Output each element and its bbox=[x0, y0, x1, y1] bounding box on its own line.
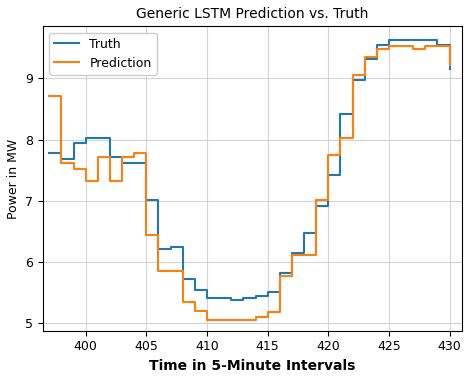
Truth bbox=[192, 287, 198, 292]
Truth bbox=[168, 245, 173, 249]
Truth bbox=[337, 112, 343, 116]
Truth bbox=[107, 155, 113, 159]
Prediction bbox=[228, 318, 234, 323]
Truth bbox=[132, 161, 137, 165]
Prediction bbox=[337, 136, 343, 141]
Prediction bbox=[289, 253, 295, 257]
Truth bbox=[326, 173, 331, 177]
Truth bbox=[156, 246, 161, 251]
Prediction bbox=[398, 44, 404, 49]
Legend: Truth, Prediction: Truth, Prediction bbox=[49, 33, 157, 75]
Truth bbox=[143, 197, 149, 202]
Prediction bbox=[168, 269, 173, 274]
Prediction bbox=[386, 44, 392, 49]
Truth bbox=[423, 38, 428, 43]
Prediction bbox=[107, 179, 113, 184]
Prediction bbox=[326, 153, 331, 157]
Truth bbox=[289, 251, 295, 255]
Truth bbox=[435, 43, 440, 47]
Truth bbox=[350, 77, 355, 82]
Prediction bbox=[70, 167, 76, 171]
Truth bbox=[83, 136, 88, 141]
Truth bbox=[59, 157, 64, 162]
Truth bbox=[447, 67, 453, 71]
Prediction bbox=[216, 318, 222, 323]
Truth bbox=[119, 161, 125, 165]
Prediction bbox=[47, 93, 52, 98]
Prediction bbox=[410, 47, 416, 51]
Prediction bbox=[180, 300, 186, 304]
Truth bbox=[95, 136, 101, 141]
Prediction bbox=[95, 155, 101, 159]
Prediction bbox=[241, 318, 246, 323]
Truth bbox=[70, 140, 76, 145]
Prediction bbox=[447, 63, 453, 67]
Truth bbox=[410, 38, 416, 43]
Prediction bbox=[374, 47, 380, 51]
Truth bbox=[228, 298, 234, 302]
Y-axis label: Power in MW: Power in MW bbox=[7, 138, 20, 218]
Prediction bbox=[265, 310, 270, 315]
Prediction bbox=[192, 309, 198, 314]
Prediction bbox=[132, 151, 137, 155]
Line: Prediction: Prediction bbox=[49, 46, 450, 320]
Title: Generic LSTM Prediction vs. Truth: Generic LSTM Prediction vs. Truth bbox=[136, 7, 368, 21]
Prediction bbox=[83, 179, 88, 184]
Truth bbox=[47, 151, 52, 155]
Truth bbox=[180, 277, 186, 282]
Truth bbox=[265, 289, 270, 294]
Truth bbox=[301, 230, 307, 235]
Prediction bbox=[143, 232, 149, 237]
Truth bbox=[277, 271, 282, 276]
Prediction bbox=[253, 315, 258, 320]
Prediction bbox=[350, 73, 355, 78]
Line: Truth: Truth bbox=[49, 40, 450, 300]
Truth bbox=[241, 295, 246, 300]
Prediction bbox=[301, 253, 307, 257]
Truth bbox=[216, 295, 222, 300]
X-axis label: Time in 5-Minute Intervals: Time in 5-Minute Intervals bbox=[149, 359, 356, 373]
Prediction bbox=[156, 269, 161, 274]
Prediction bbox=[423, 44, 428, 49]
Truth bbox=[386, 38, 392, 43]
Prediction bbox=[119, 155, 125, 159]
Truth bbox=[313, 204, 319, 208]
Prediction bbox=[277, 273, 282, 278]
Truth bbox=[204, 295, 210, 300]
Truth bbox=[253, 294, 258, 298]
Prediction bbox=[313, 197, 319, 202]
Truth bbox=[374, 43, 380, 47]
Truth bbox=[398, 38, 404, 43]
Prediction bbox=[435, 44, 440, 49]
Prediction bbox=[362, 55, 368, 59]
Truth bbox=[362, 57, 368, 61]
Prediction bbox=[204, 318, 210, 323]
Prediction bbox=[59, 161, 64, 165]
